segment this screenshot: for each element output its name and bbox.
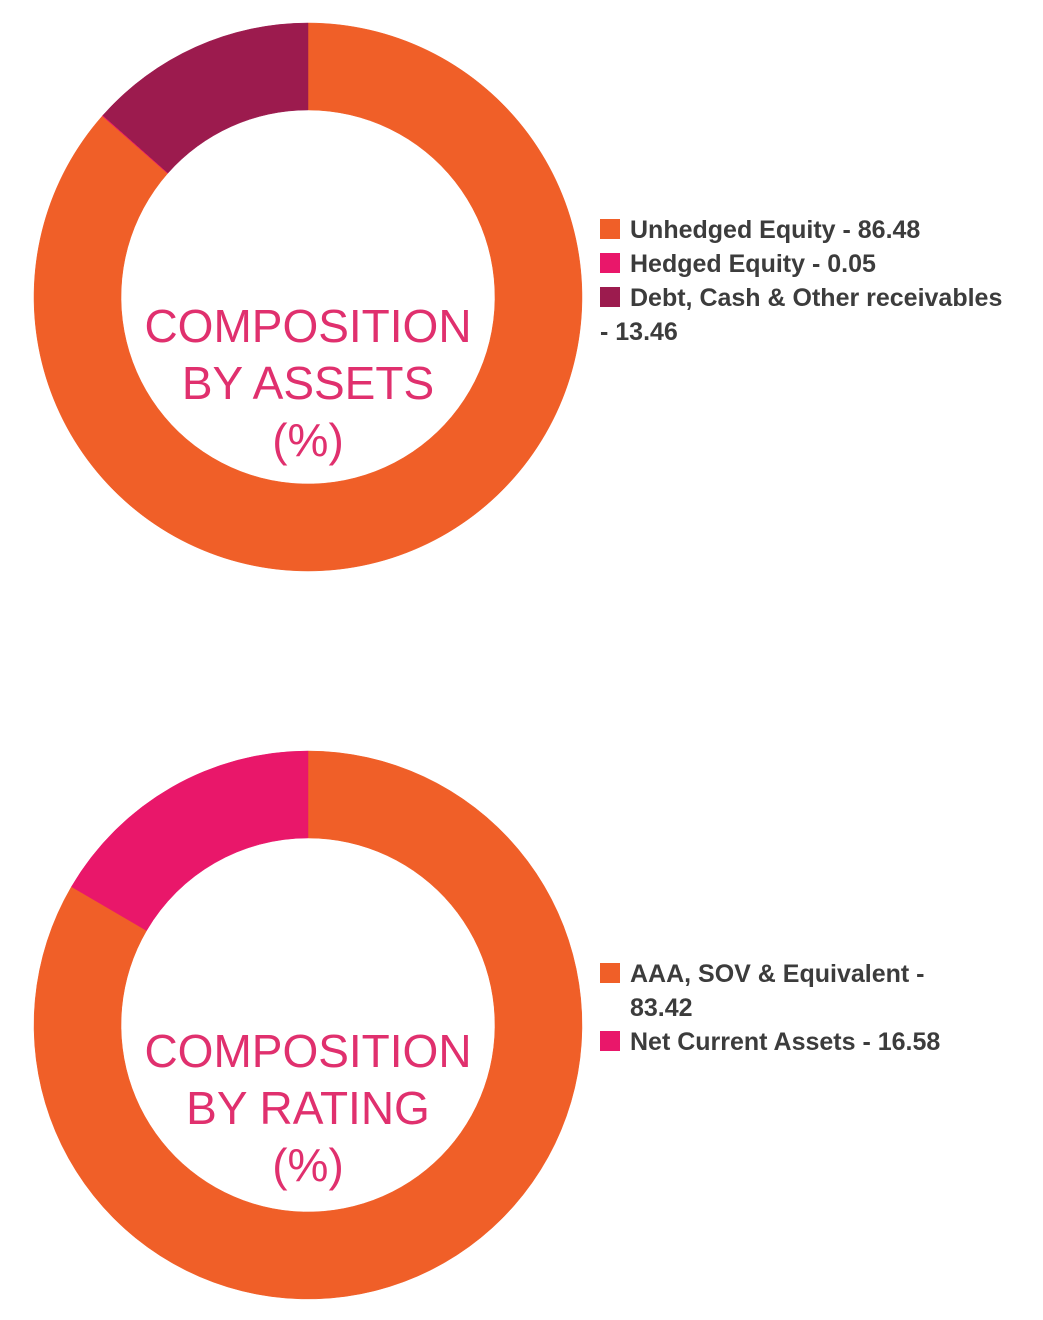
legend-item-aaa-sov: AAA, SOV & Equivalent - 83.42: [600, 957, 1040, 1025]
rating-donut: [33, 750, 583, 1300]
composition-by-assets-chart: COMPOSITION BY ASSETS (%) Unhedged Equit…: [0, 0, 1043, 600]
rating-center-label-line2: BY RATING: [186, 1082, 430, 1134]
legend-swatch: [600, 253, 620, 273]
slice-aaa-sov-and-equivalent: [33, 750, 583, 1300]
assets-center-label: COMPOSITION BY ASSETS (%): [110, 298, 506, 469]
legend-label: Debt, Cash & Other receivables: [630, 284, 1003, 312]
legend-label: AAA, SOV & Equivalent -: [630, 960, 925, 988]
assets-center-label-line3: (%): [272, 414, 344, 466]
legend-item-unhedged-equity: Unhedged Equity - 86.48: [600, 213, 1040, 247]
assets-legend: Unhedged Equity - 86.48 Hedged Equity - …: [600, 213, 1040, 349]
legend-swatch: [600, 219, 620, 239]
assets-donut: [33, 22, 583, 572]
legend-swatch: [600, 1031, 620, 1051]
legend-label: Net Current Assets - 16.58: [630, 1028, 941, 1056]
assets-center-label-line2: BY ASSETS: [181, 357, 435, 409]
slice-net-current-assets: [71, 750, 309, 931]
rating-center-label-line3: (%): [272, 1139, 344, 1191]
legend-label-continued: - 13.46: [600, 318, 678, 346]
legend-label: Hedged Equity - 0.05: [630, 250, 876, 278]
legend-label: Unhedged Equity - 86.48: [630, 216, 921, 244]
composition-by-rating-chart: COMPOSITION BY RATING (%) AAA, SOV & Equ…: [0, 720, 1043, 1320]
legend-label-continued: 83.42: [630, 994, 693, 1022]
assets-center-label-line1: COMPOSITION: [144, 300, 472, 352]
rating-legend: AAA, SOV & Equivalent - 83.42 Net Curren…: [600, 957, 1040, 1059]
legend-item-hedged-equity: Hedged Equity - 0.05: [600, 247, 1040, 281]
slice-debt-cash-and-other-receivables: [102, 22, 309, 174]
legend-swatch: [600, 287, 620, 307]
rating-center-label-line1: COMPOSITION: [144, 1025, 472, 1077]
legend-swatch: [600, 963, 620, 983]
legend-item-net-current-assets: Net Current Assets - 16.58: [600, 1025, 1040, 1059]
legend-item-debt-cash-other: Debt, Cash & Other receivables - 13.46: [600, 281, 1040, 349]
slice-unhedged-equity: [33, 22, 583, 572]
rating-center-label: COMPOSITION BY RATING (%): [110, 1023, 506, 1194]
